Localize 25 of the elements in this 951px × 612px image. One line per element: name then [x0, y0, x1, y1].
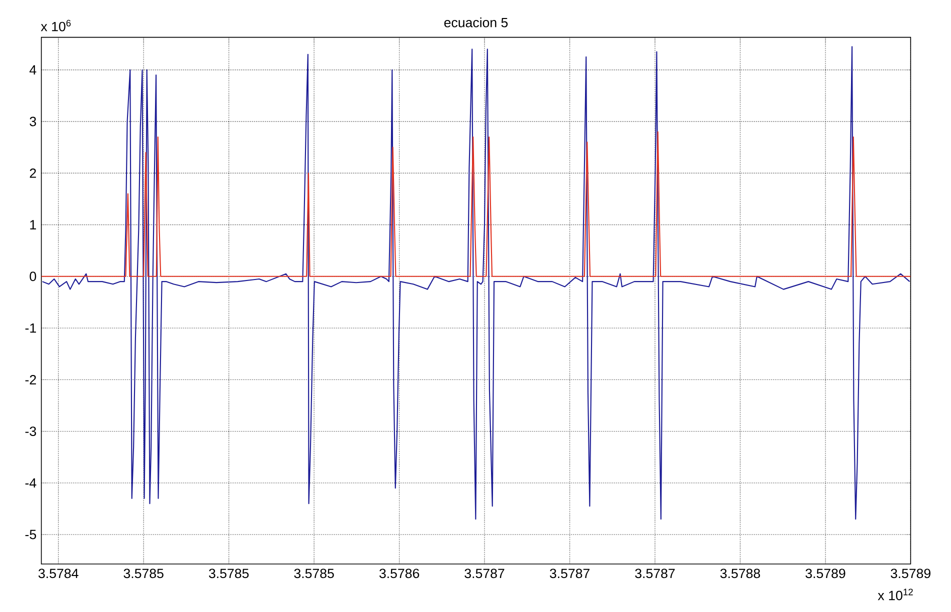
chart-title: ecuacion 5	[444, 18, 508, 28]
y-tick-label: -4	[25, 478, 36, 488]
y-tick-label: -1	[25, 323, 36, 333]
text: x 10$^{12}$	[878, 588, 913, 600]
x-tick-label: 3.5785	[208, 568, 249, 578]
y-tick-label: -5	[25, 530, 36, 540]
x-tick-label: 3.5785	[124, 568, 164, 578]
x-tick-label: 3.5786	[379, 568, 420, 578]
x-tick-label: 3.5788	[720, 568, 760, 578]
text: x 10$^{6}$	[40, 20, 71, 32]
y-tick-label: 4	[30, 65, 36, 74]
y-tick-label: 1	[30, 220, 36, 230]
y-tick-label: -2	[25, 375, 36, 384]
y-tick-label: -3	[25, 426, 36, 436]
y-tick-label: 0	[30, 272, 36, 282]
y-tick-label: 3	[30, 116, 36, 126]
x-tick-label: 3.5787	[550, 568, 590, 578]
line-series	[41, 131, 911, 277]
x-tick-label: 3.5784	[38, 568, 78, 578]
y-tick-label: 2	[30, 168, 36, 178]
x-tick-label: 3.5787	[464, 568, 504, 578]
x-tick-label: 3.5789	[890, 568, 930, 578]
x-tick-label: 3.5789	[806, 568, 846, 578]
x-tick-label: 3.5785	[294, 568, 334, 578]
x-tick-label: 3.5787	[635, 568, 675, 578]
